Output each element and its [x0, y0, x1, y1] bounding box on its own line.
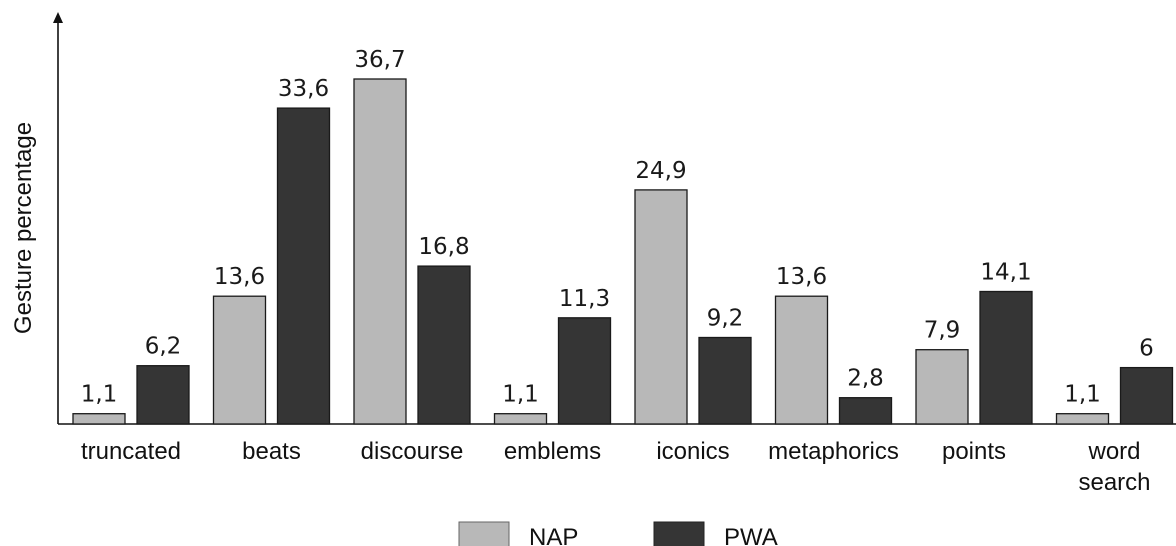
- bar-pwa-0: [136, 365, 190, 425]
- value-label-nap-2: 36,7: [354, 47, 405, 73]
- bar-nap-5: [774, 295, 829, 425]
- value-label-nap-4: 24,9: [635, 158, 686, 184]
- bar-nap-1: [212, 295, 267, 425]
- value-label-nap-0: 1,1: [81, 382, 118, 408]
- bar-nap-0: [72, 413, 126, 425]
- value-label-pwa-1: 33,6: [278, 76, 329, 102]
- value-label-nap-6: 7,9: [924, 318, 961, 344]
- bar-pwa-4: [698, 336, 752, 425]
- bar-pwa-6: [979, 290, 1033, 425]
- bar-pwa-2: [417, 265, 471, 425]
- value-labels-group: 1,1 6,2 13,6 33,6 36,7 16,8 1,1 11,3 24,9 9,2 13,6…: [81, 47, 1154, 408]
- category-label-3: emblems: [504, 438, 601, 465]
- legend-swatch-nap: [458, 521, 510, 546]
- legend: NAP PWA: [458, 521, 778, 546]
- value-label-pwa-3: 11,3: [559, 286, 610, 312]
- value-label-nap-3: 1,1: [502, 382, 539, 408]
- legend-label-nap: NAP: [529, 524, 578, 546]
- bar-pwa-7: [1119, 366, 1174, 425]
- category-label-4: iconics: [656, 438, 729, 465]
- bar-nap-7: [1055, 413, 1110, 425]
- legend-swatch-pwa: [653, 521, 705, 546]
- category-label-7-line-0: word: [1087, 438, 1140, 465]
- bar-nap-2: [353, 78, 407, 425]
- value-label-pwa-0: 6,2: [145, 334, 182, 360]
- category-labels-group: truncated beats discourse emblems iconics met…: [81, 438, 1151, 496]
- bar-nap-4: [634, 189, 688, 425]
- value-label-pwa-5: 2,8: [847, 366, 884, 392]
- value-label-pwa-7: 6: [1139, 336, 1154, 362]
- bar-nap-6: [915, 349, 969, 425]
- value-label-pwa-6: 14,1: [980, 260, 1031, 286]
- value-label-nap-5: 13,6: [776, 264, 827, 290]
- value-label-nap-1: 13,6: [214, 264, 265, 290]
- value-label-nap-7: 1,1: [1064, 382, 1101, 408]
- category-label-1: beats: [242, 438, 301, 465]
- category-label-2: discourse: [361, 438, 464, 465]
- value-label-pwa-2: 16,8: [418, 234, 469, 260]
- category-label-6: points: [942, 438, 1006, 465]
- bar-nap-3: [493, 413, 548, 425]
- category-label-0: truncated: [81, 438, 181, 465]
- bar-pwa-3: [557, 317, 612, 425]
- bar-pwa-1: [276, 107, 331, 425]
- bar-pwa-5: [838, 397, 893, 425]
- category-label-7-line-1: search: [1078, 469, 1150, 496]
- y-axis-arrowhead: [53, 12, 63, 23]
- value-label-pwa-4: 9,2: [707, 306, 744, 332]
- y-axis-label: Gesture percentage: [10, 122, 37, 334]
- legend-label-pwa: PWA: [724, 524, 778, 546]
- category-label-5: metaphorics: [768, 438, 899, 465]
- bars-group: [72, 78, 1174, 425]
